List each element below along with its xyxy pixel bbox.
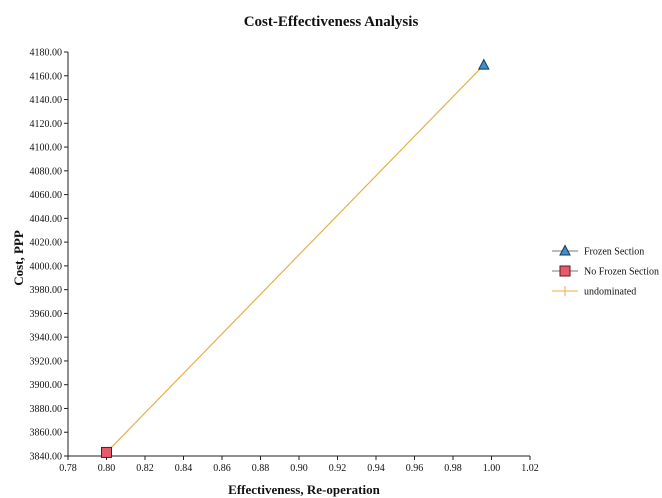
y-tick-label: 3840.00 xyxy=(30,452,63,463)
y-tick-label: 3980.00 xyxy=(30,285,63,296)
x-tick-label: 0.88 xyxy=(252,463,270,474)
legend-item-frozen-section: Frozen Section xyxy=(552,244,644,258)
y-tick-label: 4080.00 xyxy=(30,166,63,177)
legend-label: Frozen Section xyxy=(584,247,644,258)
chart-title: Cost-Effectiveness Analysis xyxy=(244,14,419,30)
y-tick-label: 3920.00 xyxy=(30,356,63,367)
legend: Frozen Section No Frozen Section undominat… xyxy=(552,244,659,298)
legend-item-no-frozen-section: No Frozen Section xyxy=(552,265,659,278)
x-tick-label: 0.86 xyxy=(213,463,231,474)
x-tick-label: 0.90 xyxy=(290,463,308,474)
y-tick-label: 4000.00 xyxy=(30,261,63,272)
y-tick-label: 3900.00 xyxy=(30,380,63,391)
y-tick-label: 4060.00 xyxy=(30,190,63,201)
y-tick-label: 4160.00 xyxy=(30,71,63,82)
x-tick-label: 0.96 xyxy=(406,463,424,474)
no-frozen-section-point xyxy=(101,446,112,458)
y-axis-label: Cost, PPP xyxy=(11,230,26,286)
legend-item-undominated: undominated xyxy=(552,286,636,298)
plot-area xyxy=(101,58,490,458)
frozen-section-point xyxy=(477,58,490,70)
x-tick-label: 0.92 xyxy=(329,463,347,474)
legend-swatch-marker xyxy=(559,265,571,277)
y-tick-label: 3940.00 xyxy=(30,333,63,344)
axes: 3840.00 3860.00 3880.00 3900.00 3920.00 3940.… xyxy=(30,48,539,475)
x-tick-label: 0.78 xyxy=(59,463,77,474)
y-tick-label: 3880.00 xyxy=(30,404,63,415)
y-tick-label: 4020.00 xyxy=(30,238,63,249)
x-tick-label: 0.84 xyxy=(175,463,193,474)
undominated-line xyxy=(106,64,485,453)
x-axis-label: Effectiveness, Re-operation xyxy=(228,482,380,497)
legend-label: undominated xyxy=(584,287,636,298)
x-tick-label: 0.80 xyxy=(98,463,116,474)
x-tick-label: 0.94 xyxy=(367,463,385,474)
y-tick-label: 4140.00 xyxy=(30,95,63,106)
y-tick-label: 4180.00 xyxy=(30,48,63,59)
y-tick-label: 4120.00 xyxy=(30,119,63,130)
y-tick-label: 4100.00 xyxy=(30,143,63,154)
legend-swatch-marker xyxy=(559,244,571,256)
y-tick-label: 4040.00 xyxy=(30,214,63,225)
x-tick-label: 0.82 xyxy=(136,463,154,474)
x-tick-label: 1.00 xyxy=(483,463,501,474)
x-tick-label: 1.02 xyxy=(521,463,539,474)
legend-label: No Frozen Section xyxy=(584,267,659,278)
x-tick-label: 0.98 xyxy=(444,463,462,474)
y-tick-label: 3960.00 xyxy=(30,309,63,320)
y-tick-label: 3860.00 xyxy=(30,428,63,439)
